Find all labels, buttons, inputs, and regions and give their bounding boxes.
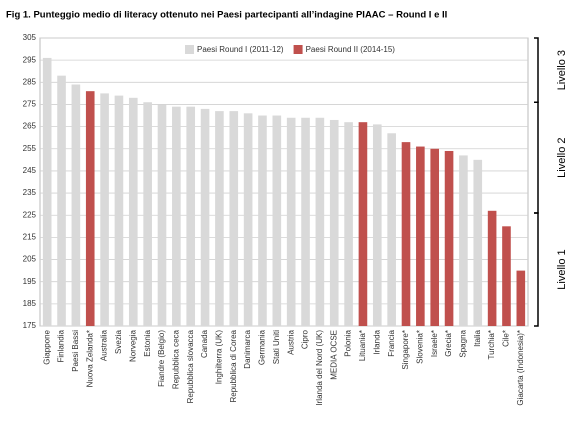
bar	[459, 155, 468, 326]
bar	[473, 159, 483, 326]
bar	[229, 111, 239, 326]
bar	[329, 119, 339, 326]
level-label: Livello 3	[556, 50, 568, 90]
y-tick-label: 295	[23, 55, 37, 64]
level-bracket	[534, 37, 539, 103]
bar	[85, 91, 95, 327]
x-tick-label: Fiandre (Belgio)	[157, 330, 166, 387]
legend-label: Paesi Round II (2014-15)	[306, 45, 396, 54]
bar	[157, 104, 167, 326]
x-tick-label: Repubblica slovacca	[186, 329, 195, 403]
x-tick-label: Cile*	[502, 330, 511, 347]
bar	[143, 102, 152, 326]
x-tick-label: Nuova Zelanda*	[85, 330, 94, 387]
bar	[128, 97, 138, 326]
bar	[243, 113, 253, 326]
level-bracket	[534, 212, 539, 327]
x-tick-label: Polonia	[344, 329, 353, 356]
bar	[344, 122, 353, 326]
bar	[57, 75, 66, 327]
x-tick-label: Danimarca	[243, 329, 252, 368]
y-tick-label: 255	[23, 144, 37, 153]
legend-label: Paesi Round I (2011-12)	[197, 45, 284, 54]
legend-swatch	[185, 45, 194, 54]
bar	[186, 106, 196, 326]
bar	[416, 146, 425, 326]
x-tick-label: Finlandia	[57, 329, 66, 362]
x-tick-label: Canada	[200, 329, 209, 358]
x-tick-label: Repubblica ceca	[171, 329, 180, 389]
y-tick-label: 265	[23, 122, 37, 131]
bar	[42, 57, 52, 326]
y-tick-label: 215	[23, 232, 37, 241]
x-tick-label: Germania	[258, 329, 267, 365]
x-tick-label: Giappone	[42, 329, 51, 364]
x-tick-label: Israele*	[430, 330, 439, 357]
y-tick-label: 225	[23, 210, 37, 219]
bar	[272, 115, 282, 327]
y-tick-label: 275	[23, 100, 37, 109]
x-tick-label: Estonia	[143, 329, 152, 356]
bar	[358, 122, 368, 326]
plot-frame	[39, 37, 529, 327]
x-tick-label: Francia	[387, 329, 396, 356]
x-tick-label: Singapore*	[401, 330, 410, 370]
x-tick-label: Grecia*	[444, 330, 453, 357]
y-tick-label: 285	[23, 77, 37, 86]
x-tick-label: Inghilterra (UK)	[215, 330, 224, 385]
bar	[444, 150, 454, 326]
bar	[100, 93, 109, 326]
level-label: Livello 2	[556, 137, 568, 177]
chart-title: Fig 1. Punteggio medio di literacy otten…	[6, 10, 447, 21]
y-tick-label: 205	[23, 255, 37, 264]
bar	[430, 148, 440, 326]
x-tick-label: Australia	[100, 329, 109, 361]
x-tick-label: Giacarta (Indonesia)*	[516, 330, 525, 406]
x-tick-label: Austria	[286, 329, 295, 354]
x-tick-label: Norvegia	[128, 329, 137, 362]
x-tick-label: Irlanda del Nord (UK)	[315, 330, 324, 406]
y-tick-label: 305	[23, 33, 37, 42]
y-tick-label: 195	[23, 277, 37, 286]
level-bracket	[534, 101, 539, 214]
y-tick-label: 175	[23, 321, 37, 330]
bar	[401, 142, 411, 326]
x-tick-label: Cipro	[301, 329, 310, 349]
bar	[372, 124, 382, 327]
x-tick-label: Stati Uniti	[272, 330, 281, 364]
bar	[200, 108, 210, 327]
bar	[286, 117, 296, 326]
bar	[114, 95, 124, 326]
bar	[172, 106, 181, 326]
x-tick-label: Italia	[473, 329, 482, 346]
x-tick-label: Irlanda	[372, 329, 381, 354]
x-tick-label: Paesi Bassi	[71, 330, 80, 372]
x-tick-label: Spagna	[459, 329, 468, 357]
x-tick-label: Repubblica di Corea	[229, 329, 238, 402]
bar	[387, 133, 396, 326]
bar	[516, 270, 526, 326]
y-tick-label: 245	[23, 166, 37, 175]
x-tick-label: Svezia	[114, 329, 123, 354]
bar	[502, 226, 511, 326]
bar	[315, 117, 325, 326]
y-tick-label: 235	[23, 188, 37, 197]
x-tick-label: Slovenia*	[415, 330, 424, 364]
bar	[301, 117, 310, 326]
bar	[71, 84, 81, 327]
x-tick-label: MEDIA OCSE	[329, 330, 338, 380]
bar	[258, 115, 267, 327]
bar	[487, 210, 497, 326]
bar	[215, 111, 224, 326]
x-tick-label: Lituania*	[358, 330, 367, 361]
legend-swatch	[293, 45, 303, 54]
level-label: Livello 1	[556, 249, 568, 289]
x-tick-label: Turchia*	[487, 330, 496, 360]
y-tick-label: 185	[23, 299, 37, 308]
